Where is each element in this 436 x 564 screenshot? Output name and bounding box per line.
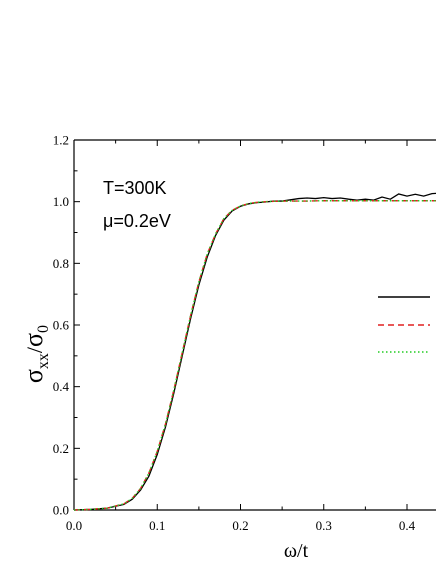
x-tick-label: 0.3 bbox=[316, 518, 332, 533]
y-axis-label: σxx/σ0 bbox=[19, 325, 52, 383]
y-tick-label: 0.4 bbox=[53, 379, 70, 394]
y-tick-label: 0.2 bbox=[53, 441, 69, 456]
y-label-denominator-sub: 0 bbox=[35, 325, 52, 333]
x-axis-label: ω/t bbox=[284, 540, 309, 562]
y-label-slash: / bbox=[22, 346, 47, 353]
series-layer bbox=[73, 192, 436, 511]
legend bbox=[378, 296, 430, 353]
y-tick-label: 1.2 bbox=[53, 133, 69, 148]
y-label-denominator: σ bbox=[19, 333, 48, 347]
svg-text:σxx/σ0: σxx/σ0 bbox=[19, 325, 52, 383]
y-tick-label: 0.8 bbox=[53, 256, 69, 271]
series-line-solid bbox=[73, 192, 436, 511]
annotation-chemical-potential: μ=0.2eV bbox=[103, 211, 171, 231]
x-tick-label: 0.0 bbox=[66, 518, 82, 533]
axis-ticks: 0.0 0.2 0.4 0.6 0.8 1.0 1.2 0.0 0.1 0.2 0.3 0.4 bbox=[53, 133, 416, 534]
series-line-dotted bbox=[73, 200, 436, 511]
x-tick-label: 0.1 bbox=[149, 518, 165, 533]
y-label-numerator: σ bbox=[19, 369, 48, 383]
y-tick-label: 0.6 bbox=[53, 318, 70, 333]
x-tick-label: 0.4 bbox=[399, 518, 416, 533]
annotation-temperature: T=300K bbox=[103, 178, 167, 198]
y-tick-label: 0.0 bbox=[53, 503, 69, 518]
series-line-dashed bbox=[73, 200, 436, 511]
y-label-numerator-sub: xx bbox=[35, 353, 52, 369]
y-tick-label: 1.0 bbox=[53, 194, 69, 209]
x-tick-label: 0.2 bbox=[232, 518, 248, 533]
